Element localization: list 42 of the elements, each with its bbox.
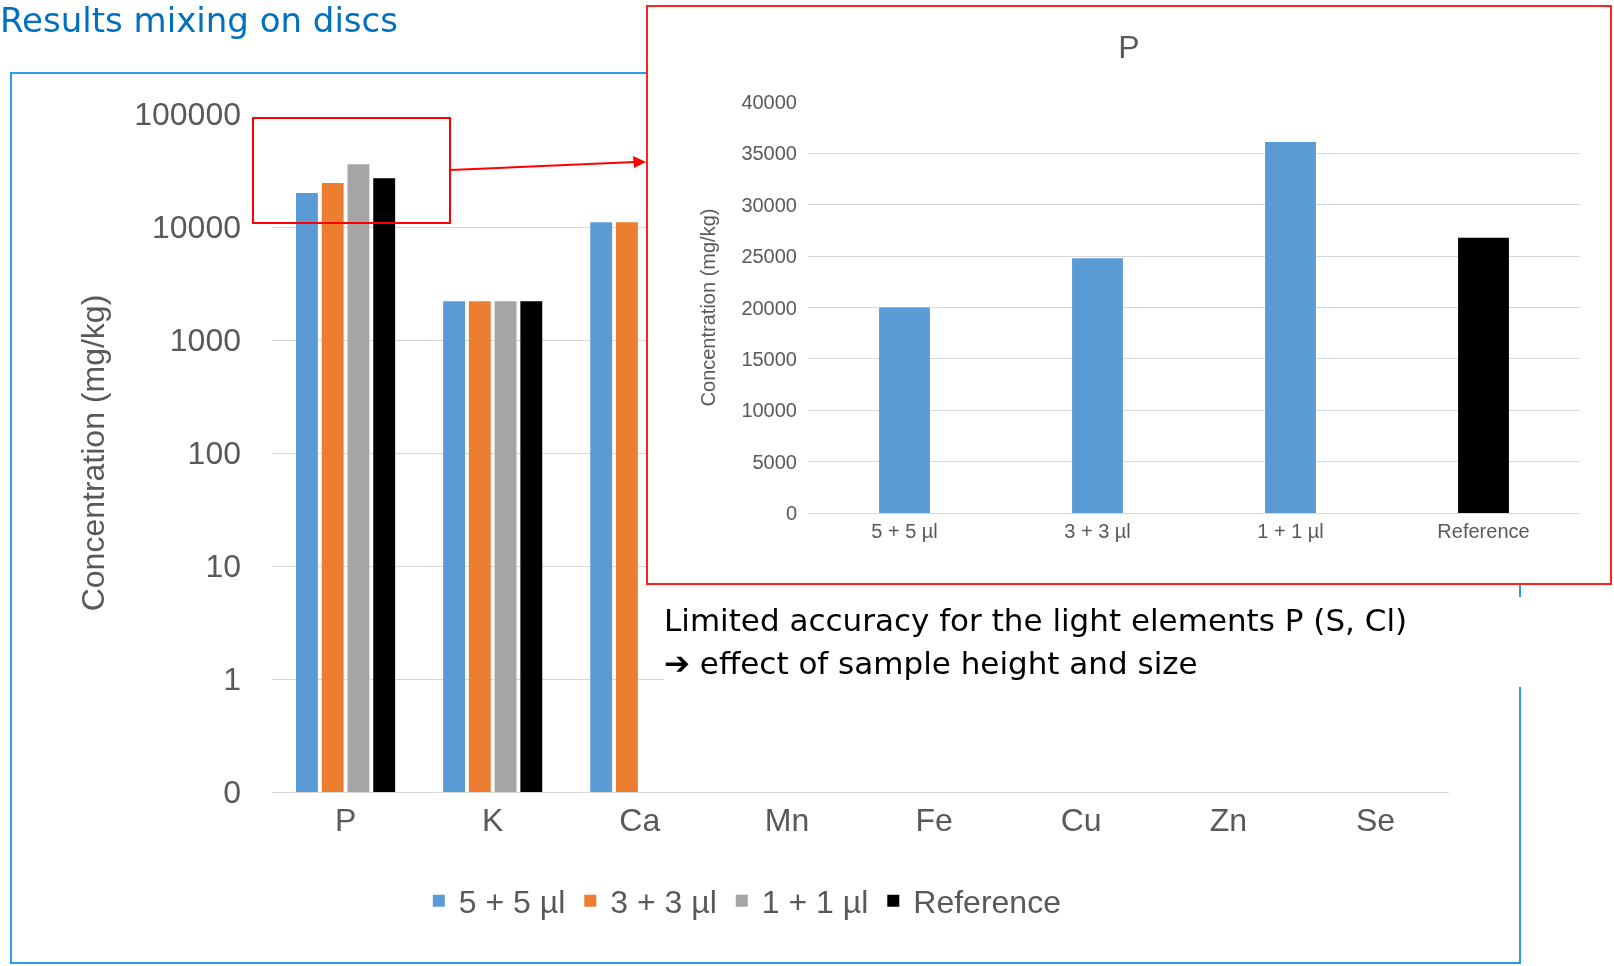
annotation: Limited accuracy for the light elements P (S, Cl) — [664, 601, 1409, 640]
chart-title: Results mixing on discs — [0, 0, 398, 40]
x-tick-label: 3 + 3 µl — [1064, 520, 1131, 542]
chart-title: P — [1118, 29, 1140, 66]
bar — [1072, 258, 1123, 513]
x-tick-label: Ca — [619, 802, 661, 839]
x-tick-label: K — [482, 802, 504, 839]
x-tick-label: Se — [1355, 802, 1396, 839]
y-tick-label: 1000 — [169, 322, 241, 359]
annotation: ➔ effect of sample height and size — [664, 644, 1199, 683]
y-tick-label: 10 — [205, 548, 241, 585]
y-tick-label: 10000 — [741, 399, 797, 422]
y-tick-label: 0 — [223, 774, 241, 811]
y-tick-label: 20000 — [741, 296, 797, 319]
legend-label: 5 + 5 µl — [458, 884, 566, 921]
x-tick-label: Reference — [1437, 520, 1530, 542]
bar — [1458, 237, 1509, 513]
legend-label: Reference — [913, 884, 1061, 921]
y-tick-label: 25000 — [741, 245, 797, 268]
legend-label: 3 + 3 µl — [610, 884, 717, 921]
x-tick-label: Cu — [1060, 802, 1102, 839]
y-tick-label: 35000 — [741, 142, 797, 165]
y-tick-label: 1 — [223, 661, 241, 698]
x-tick-label: Mn — [764, 802, 810, 839]
y-tick-label: 100000 — [134, 96, 241, 133]
x-tick-label: 1 + 1 µl — [1257, 520, 1324, 542]
x-tick-label: Zn — [1209, 802, 1247, 839]
bar — [1265, 142, 1316, 513]
y-tick-label: 40000 — [741, 91, 797, 113]
y-tick-label: 0 — [785, 502, 797, 524]
y-axis-title: Concentration (mg/kg) — [696, 208, 719, 407]
x-tick-label: 5 + 5 µl — [871, 520, 938, 542]
x-tick-label: P — [334, 802, 357, 839]
y-tick-label: 10000 — [152, 209, 241, 246]
y-tick-label: 5000 — [752, 450, 797, 473]
x-tick-label: Fe — [915, 802, 953, 839]
y-tick-label: 30000 — [741, 193, 797, 216]
y-tick-label: 100 — [187, 435, 241, 472]
bar — [879, 307, 930, 513]
y-axis-title: Concentration (mg/kg) — [74, 294, 111, 612]
y-tick-label: 15000 — [741, 347, 797, 370]
legend-label: 1 + 1 µl — [761, 884, 869, 921]
